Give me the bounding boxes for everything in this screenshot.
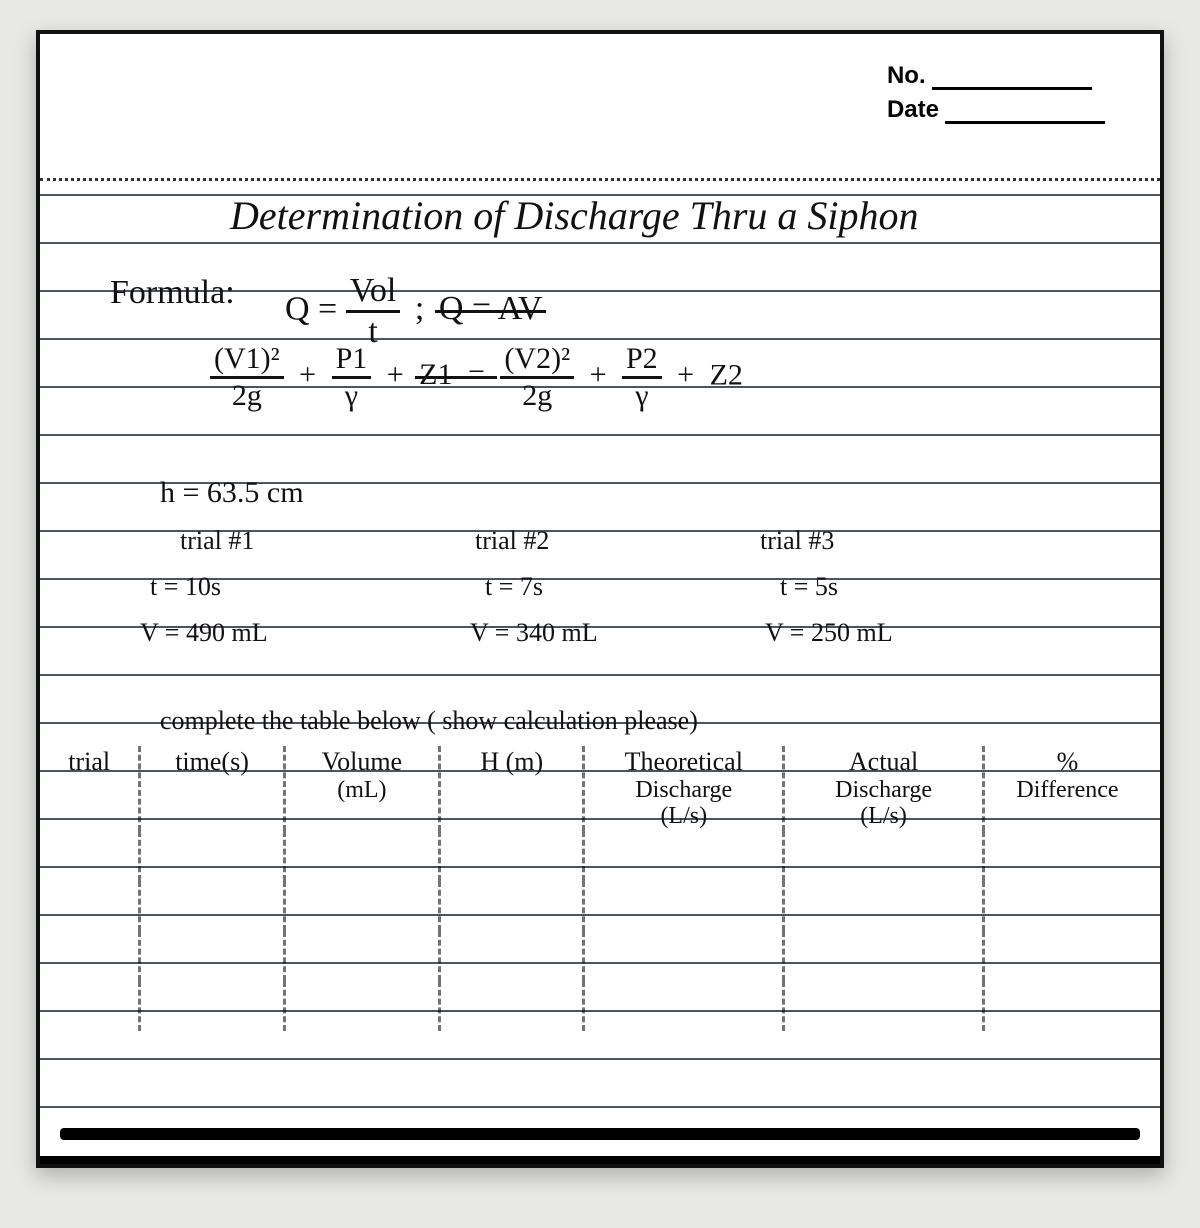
table-cell (983, 881, 1150, 931)
formula-q: Q = Vol t ; Q = AV (285, 274, 542, 349)
table-header: time(s) (140, 746, 284, 831)
table-cell (784, 831, 984, 881)
table-cell (784, 881, 984, 931)
table-cell (140, 831, 284, 881)
formula-bernoulli: (V1)² 2g + P1 γ + Z1 = (V2)² 2g + P2 (210, 344, 743, 411)
table-cell (584, 831, 784, 881)
trial3-name: trial #3 (760, 526, 834, 556)
table-cell (40, 931, 140, 981)
notebook-page: No. Date Determination of Discharge Thru… (36, 30, 1164, 1168)
handwritten-content: Determination of Discharge Thru a Siphon… (40, 34, 1160, 1164)
table-header: trial (40, 746, 140, 831)
table-cell (140, 931, 284, 981)
table-header: H (m) (440, 746, 584, 831)
table-cell (40, 881, 140, 931)
page-title: Determination of Discharge Thru a Siphon (230, 192, 919, 239)
trial2-t: t = 7s (485, 572, 543, 602)
data-table-wrap: trialtime(s)Volume(mL)H (m)TheoreticalDi… (40, 746, 1150, 1066)
table-row (40, 881, 1150, 931)
table-cell (440, 881, 584, 931)
table-cell (40, 981, 140, 1031)
table-cell (284, 931, 439, 981)
trial1-name: trial #1 (180, 526, 254, 556)
trial2-v: V = 340 mL (470, 618, 598, 648)
table-cell (284, 981, 439, 1031)
table-cell (784, 931, 984, 981)
trial1-v: V = 490 mL (140, 618, 268, 648)
table-row (40, 831, 1150, 881)
table-cell (284, 881, 439, 931)
table-header: Volume(mL) (284, 746, 439, 831)
bottom-bar-inner (60, 1128, 1140, 1140)
table-cell (440, 831, 584, 881)
trial3-v: V = 250 mL (765, 618, 893, 648)
table-cell (40, 831, 140, 881)
given-h: h = 63.5 cm (160, 476, 304, 510)
trial1-t: t = 10s (150, 572, 221, 602)
bottom-bar-outer (40, 1156, 1160, 1164)
table-cell (784, 981, 984, 1031)
table-cell (440, 981, 584, 1031)
table-row (40, 931, 1150, 981)
table-cell (140, 881, 284, 931)
data-table: trialtime(s)Volume(mL)H (m)TheoreticalDi… (40, 746, 1150, 1031)
table-header: %Difference (983, 746, 1150, 831)
table-cell (983, 981, 1150, 1031)
formula-label: Formula: (110, 274, 235, 312)
table-header: ActualDischarge(L/s) (784, 746, 984, 831)
table-cell (584, 931, 784, 981)
table-cell (440, 931, 584, 981)
table-header: TheoreticalDischarge(L/s) (584, 746, 784, 831)
table-cell (983, 831, 1150, 881)
table-cell (584, 881, 784, 931)
table-cell (284, 831, 439, 881)
table-instruction: complete the table below ( show calculat… (160, 706, 698, 736)
table-row (40, 981, 1150, 1031)
trial2-name: trial #2 (475, 526, 549, 556)
table-cell (584, 981, 784, 1031)
table-cell (140, 981, 284, 1031)
table-cell (983, 931, 1150, 981)
trial3-t: t = 5s (780, 572, 838, 602)
